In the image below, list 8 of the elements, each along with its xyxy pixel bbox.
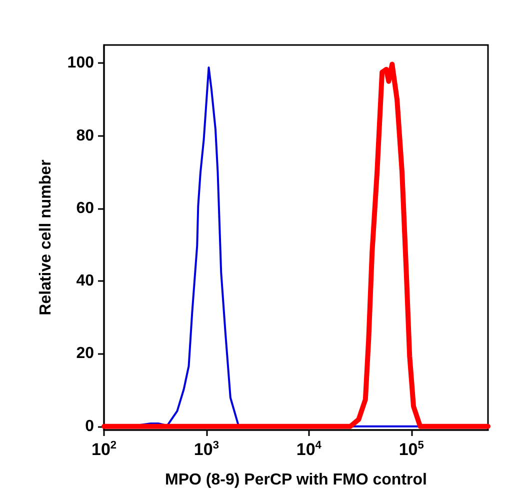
y-tick-label: 60 (76, 200, 94, 217)
y-tick-label: 40 (76, 272, 94, 290)
y-tick-label: 80 (76, 127, 94, 144)
y-tick-label: 100 (67, 54, 94, 72)
x-axis-title: MPO (8-9) PerCP with FMO control (165, 472, 427, 488)
y-axis-title: Relative cell number (38, 160, 54, 316)
y-tick-label: 20 (76, 345, 94, 362)
y-tick-label: 0 (85, 418, 94, 435)
